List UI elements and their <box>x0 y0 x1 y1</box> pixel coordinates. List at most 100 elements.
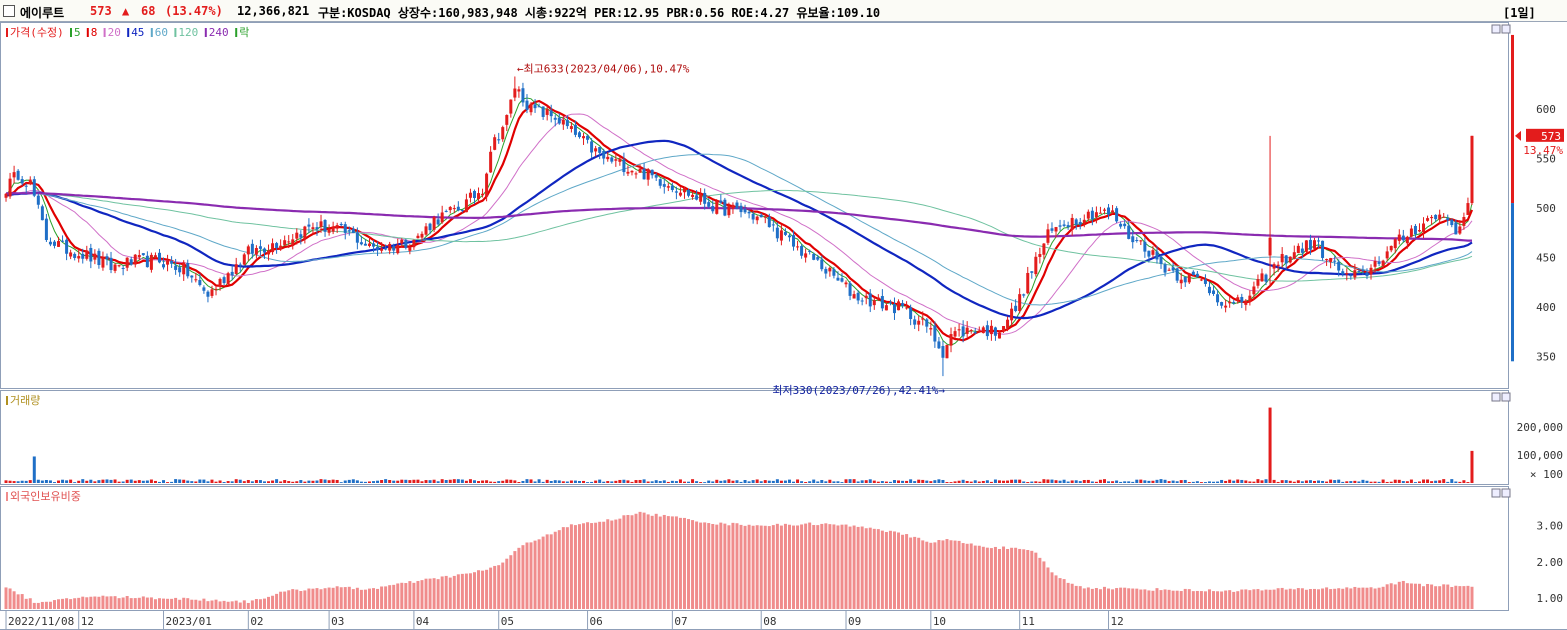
volume-bar <box>1094 481 1098 483</box>
volume-bar <box>214 481 218 483</box>
foreign-bar <box>848 526 852 609</box>
foreign-bar <box>1038 557 1042 609</box>
candle-body <box>1458 226 1462 234</box>
candle-body <box>933 325 937 342</box>
foreign-bar <box>767 526 771 609</box>
candle-body <box>311 227 315 230</box>
foreign-bar <box>1462 586 1466 609</box>
candle-body <box>178 267 182 273</box>
volume-bar <box>327 480 331 483</box>
volume-bar <box>400 479 404 483</box>
candle-body <box>1046 229 1050 243</box>
minimize-button[interactable] <box>1491 24 1501 34</box>
foreign-bar <box>1292 589 1296 609</box>
volume-bar <box>1107 481 1111 483</box>
volume-bar <box>117 481 121 483</box>
candle-body <box>497 139 501 141</box>
volume-bar <box>1317 480 1321 483</box>
minimize-button[interactable] <box>1491 392 1501 402</box>
volume-bar <box>816 481 820 483</box>
foreign-bar <box>1361 587 1365 609</box>
volume-bar <box>287 481 291 483</box>
foreign-bar <box>897 532 901 609</box>
candle-body <box>1393 239 1397 249</box>
candle-body <box>388 243 392 251</box>
foreign-bar <box>901 534 905 609</box>
foreign-bar <box>787 524 791 609</box>
candle-body <box>1026 272 1030 294</box>
volume-bar <box>1349 481 1353 483</box>
candle-body <box>376 246 380 250</box>
candle-body <box>1349 275 1353 277</box>
foreign-bar <box>917 537 921 609</box>
minimize-button[interactable] <box>1491 488 1501 498</box>
legend-swatch <box>70 28 72 37</box>
volume-bar <box>32 456 36 483</box>
foreign-bar <box>1413 583 1417 609</box>
foreign-bar <box>157 598 161 609</box>
candle-body <box>1284 255 1288 264</box>
volume-bar <box>1272 479 1276 483</box>
ma60-line <box>5 153 1473 306</box>
foreign-bar <box>137 597 141 609</box>
volume-bar <box>1337 479 1341 483</box>
volume-bar <box>1377 481 1381 483</box>
volume-bar <box>844 479 848 483</box>
volume-bar <box>279 481 283 483</box>
candle-body <box>751 213 755 220</box>
foreign-bar <box>190 599 194 609</box>
candle-body <box>630 170 634 173</box>
foreign-bar <box>582 523 586 609</box>
maximize-button[interactable] <box>1501 24 1511 34</box>
candle-body <box>1232 302 1236 304</box>
x-tick-label: 05 <box>501 615 514 628</box>
volume-bar <box>1123 481 1127 483</box>
candle-body <box>1220 302 1224 306</box>
volume-bar <box>658 481 662 483</box>
volume-bar <box>1369 481 1373 483</box>
select-checkbox[interactable] <box>3 5 15 17</box>
volume-bar <box>1304 480 1308 483</box>
foreign-bar <box>1248 590 1252 609</box>
volume-bar <box>965 481 969 483</box>
candle-body <box>1341 271 1345 275</box>
period-selector[interactable]: [1일] <box>1503 6 1536 20</box>
candle-body <box>1345 273 1349 275</box>
stock-name[interactable]: 에이루트 <box>20 6 65 20</box>
volume-bar <box>1062 479 1066 483</box>
volume-bar <box>828 479 832 483</box>
foreign-bar <box>602 521 606 609</box>
volume-bar <box>1018 479 1022 483</box>
foreign-bar <box>743 525 747 609</box>
foreign-bar <box>622 515 626 609</box>
volume-bar <box>485 480 489 483</box>
candle-body <box>997 332 1001 339</box>
candle-body <box>763 216 767 218</box>
candle-body <box>1094 212 1098 218</box>
price-tick-label: 550 <box>1536 153 1556 166</box>
candle-body <box>1147 250 1151 257</box>
volume-bar <box>1030 481 1034 483</box>
candle-body <box>101 257 105 268</box>
price-tick-label: 600 <box>1536 103 1556 116</box>
candle-body <box>977 330 981 332</box>
volume-bar <box>113 479 117 483</box>
volume-bar <box>125 479 129 483</box>
candle-body <box>1422 223 1426 233</box>
candle-body <box>953 331 957 337</box>
foreign-bar <box>1159 590 1163 609</box>
maximize-button[interactable] <box>1501 392 1511 402</box>
candle-body <box>755 216 759 221</box>
volume-bar <box>682 481 686 483</box>
foreign-bar <box>258 599 262 609</box>
maximize-button[interactable] <box>1501 488 1511 498</box>
high-annotation: ←최고633(2023/04/06),10.47% <box>517 62 690 75</box>
candle-body <box>416 235 420 239</box>
foreign-bar <box>267 596 271 609</box>
volume-bar <box>1102 479 1106 483</box>
candle-body <box>1389 245 1393 251</box>
volume-bar <box>1199 482 1203 483</box>
foreign-bar <box>590 523 594 609</box>
volume-bar <box>1074 480 1078 483</box>
foreign-bar <box>703 522 707 609</box>
